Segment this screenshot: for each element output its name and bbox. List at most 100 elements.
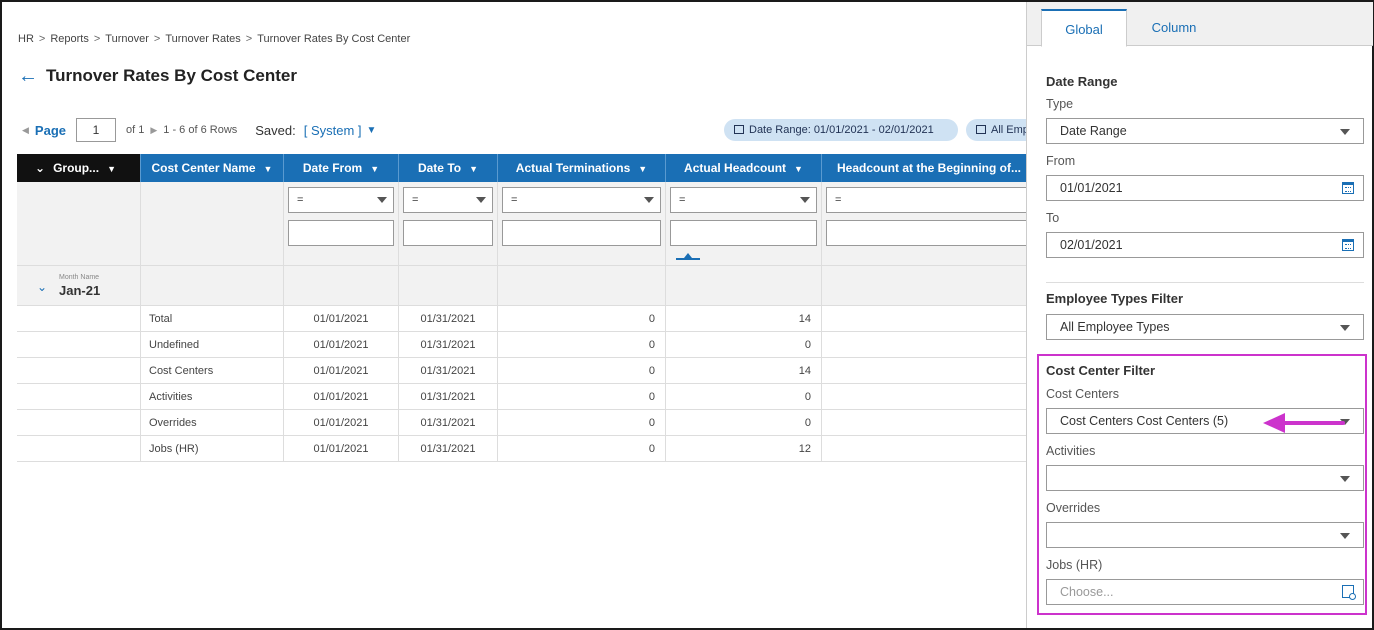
breadcrumb-hr[interactable]: HR: [18, 33, 34, 45]
section-divider: [1046, 282, 1364, 283]
column-header-headcount-beginning[interactable]: Headcount at the Beginning of...: [822, 154, 1026, 182]
breadcrumb-turnover-rates[interactable]: Turnover Rates: [165, 33, 241, 45]
cell-headcount-beginning: [822, 332, 1026, 358]
column-menu-icon[interactable]: ▼: [638, 164, 648, 174]
cell-headcount-beginning: [822, 384, 1026, 410]
column-header-actual-headcount[interactable]: Actual Headcount ▼: [666, 154, 822, 182]
breadcrumb-current: Turnover Rates By Cost Center: [257, 33, 411, 45]
chevron-down-icon: [1340, 476, 1350, 482]
filter-value-input[interactable]: [403, 220, 493, 246]
group-field-label: Month Name: [59, 274, 100, 281]
tab-global[interactable]: Global: [1041, 9, 1127, 47]
filter-operator-select[interactable]: =: [403, 187, 493, 213]
employee-types-chip-text: All Employee Types: [991, 124, 1026, 136]
page-label: Page: [34, 122, 66, 138]
saved-view-select[interactable]: [ System ]: [303, 122, 362, 138]
column-header-cost-center-name[interactable]: Cost Center Name ▼: [141, 154, 284, 182]
filter-operator-select[interactable]: =: [502, 187, 661, 213]
date-range-chip[interactable]: Date Range: 01/01/2021 - 02/01/2021: [724, 119, 958, 141]
from-label: From: [1046, 154, 1076, 168]
chevron-down-icon[interactable]: ▼: [366, 124, 377, 136]
filter-cell-date-to: =: [399, 182, 498, 266]
cell-headcount-beginning: [822, 306, 1026, 332]
next-page-icon[interactable]: ▶: [150, 124, 158, 135]
lookup-icon[interactable]: [1342, 585, 1356, 600]
cell-date-from: 01/01/2021: [284, 410, 399, 436]
activities-select[interactable]: [1046, 465, 1364, 491]
cell-actual-terminations: 0: [498, 358, 666, 384]
column-menu-icon[interactable]: ▼: [263, 164, 273, 174]
activities-label: Activities: [1046, 444, 1096, 458]
employee-types-select[interactable]: All Employee Types: [1046, 314, 1364, 340]
cell-date-to: 01/31/2021: [399, 306, 498, 332]
filter-operator-select[interactable]: =: [670, 187, 817, 213]
cell-actual-terminations: 0: [498, 436, 666, 462]
cell-actual-headcount: 0: [666, 384, 822, 410]
page-of-text: of 1: [126, 124, 145, 136]
cell-date-to: 01/31/2021: [399, 384, 498, 410]
rows-count-text: 1 - 6 of 6 Rows: [163, 124, 238, 136]
filter-cell-date-from: =: [284, 182, 399, 266]
calendar-icon[interactable]: [1342, 182, 1354, 194]
group-row[interactable]: ⌄ Month Name Jan-21: [17, 266, 141, 306]
chevron-down-icon: [800, 197, 810, 203]
cell-headcount-beginning: [822, 436, 1026, 462]
column-header-actual-terminations[interactable]: Actual Terminations ▼: [498, 154, 666, 182]
filter-value-input[interactable]: [670, 220, 817, 246]
cell-actual-terminations: 0: [498, 332, 666, 358]
back-arrow-icon[interactable]: ←: [18, 65, 38, 87]
filter-operator-select[interactable]: =: [826, 187, 1026, 213]
calendar-icon: [734, 125, 744, 134]
overrides-select[interactable]: [1046, 522, 1364, 548]
cell-date-from: 01/01/2021: [284, 332, 399, 358]
breadcrumb-reports[interactable]: Reports: [50, 33, 89, 45]
from-date-input[interactable]: 01/01/2021: [1046, 175, 1364, 201]
filter-cell-cost-center-name: [141, 182, 284, 266]
date-range-section-title: Date Range: [1046, 74, 1118, 89]
calendar-icon[interactable]: [1342, 239, 1354, 251]
group-row-cell: [399, 266, 498, 306]
cell-date-to: 01/31/2021: [399, 410, 498, 436]
page-title: Turnover Rates By Cost Center: [46, 66, 297, 85]
page-number-input[interactable]: 1: [76, 118, 116, 142]
chevron-down-icon: [1340, 533, 1350, 539]
filter-operator-select[interactable]: =: [288, 187, 394, 213]
report-main: HR > Reports > Turnover > Turnover Rates > Turno…: [2, 2, 1026, 628]
filter-value-input[interactable]: [288, 220, 394, 246]
chevron-down-icon: [377, 197, 387, 203]
cell-date-to: 01/31/2021: [399, 332, 498, 358]
date-range-chip-text: Date Range: 01/01/2021 - 02/01/2021: [749, 124, 934, 136]
to-date-input[interactable]: 02/01/2021: [1046, 232, 1364, 258]
employee-types-chip[interactable]: All Employee Types: [966, 119, 1026, 141]
filter-value-input[interactable]: [826, 220, 1026, 246]
cell-cost-center-name: Cost Centers: [141, 358, 284, 384]
tab-column[interactable]: Column: [1151, 20, 1197, 35]
chevron-down-icon: ⌄: [35, 161, 46, 175]
column-header-date-to[interactable]: Date To ▼: [399, 154, 498, 182]
column-menu-icon[interactable]: ▼: [794, 164, 803, 174]
jobs-lookup-input[interactable]: Choose...: [1046, 579, 1364, 605]
group-row-cell: [822, 266, 1026, 306]
employee-types-section-title: Employee Types Filter: [1046, 291, 1184, 306]
column-header-date-from[interactable]: Date From ▼: [284, 154, 399, 182]
column-header-group[interactable]: ⌄ Group... ▼: [17, 154, 141, 182]
cell-actual-terminations: 0: [498, 306, 666, 332]
cell-cost-center-name: Activities: [141, 384, 284, 410]
breadcrumb-turnover[interactable]: Turnover: [105, 33, 149, 45]
cell-date-from: 01/01/2021: [284, 436, 399, 462]
group-row-cell: [141, 266, 284, 306]
column-menu-icon[interactable]: ▼: [107, 164, 116, 174]
chevron-down-icon[interactable]: ⌄: [37, 280, 48, 294]
filter-value-input[interactable]: [502, 220, 661, 246]
column-menu-icon[interactable]: ▼: [469, 164, 479, 174]
chevron-down-icon: [644, 197, 654, 203]
prev-page-icon[interactable]: ◀: [22, 124, 29, 135]
saved-label: Saved:: [255, 122, 296, 138]
group-value: Jan-21: [59, 283, 101, 298]
cell-actual-terminations: 0: [498, 410, 666, 436]
overrides-label: Overrides: [1046, 501, 1101, 515]
sort-ascending-icon[interactable]: [676, 252, 700, 260]
date-range-type-select[interactable]: Date Range: [1046, 118, 1364, 144]
column-menu-icon[interactable]: ▼: [370, 164, 380, 174]
filter-cell-group: [17, 182, 141, 266]
